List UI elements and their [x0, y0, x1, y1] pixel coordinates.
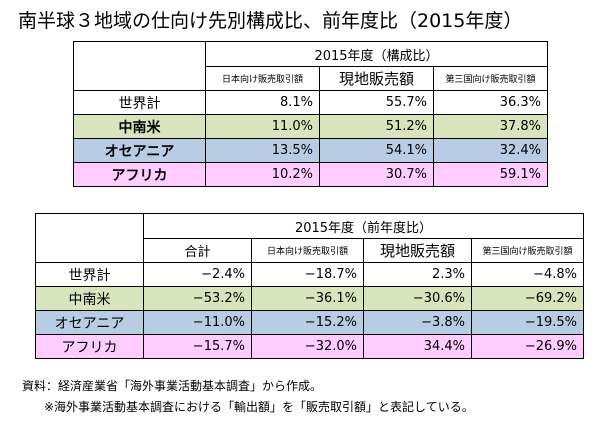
table-cell: −11.0% — [143, 310, 252, 335]
corner-cell — [73, 41, 206, 91]
table-cell: 8.1% — [205, 90, 320, 115]
row-label: 世界計 — [35, 262, 144, 287]
table-cell: 55.7% — [319, 90, 434, 115]
table-cell: −18.7% — [251, 262, 364, 287]
table-cell: 51.2% — [319, 114, 434, 139]
table-cell: −53.2% — [143, 286, 252, 311]
row-label: アフリカ — [73, 162, 206, 187]
table-cell: 11.0% — [205, 114, 320, 139]
table-cell: −69.2% — [470, 286, 585, 311]
group-header: 2015年度（構成比） — [204, 41, 549, 67]
column-header: 日本向け販売取引額 — [251, 238, 364, 263]
row-label: オセアニア — [73, 138, 206, 163]
table-cell: 10.2% — [205, 162, 320, 187]
group-header: 2015年度（前年度比） — [142, 213, 585, 239]
table-cell: −30.6% — [363, 286, 472, 311]
table-cell: 36.3% — [432, 90, 549, 115]
row-label: オセアニア — [35, 310, 144, 335]
composition-table: 2015年度（構成比） 日本向け販売取引額 現地販売額 第三国向け販売取引額 世… — [73, 41, 549, 187]
table-cell: −4.8% — [470, 262, 585, 287]
table-cell: 32.4% — [432, 138, 549, 163]
table-cell: 59.1% — [432, 162, 549, 187]
table-cell: 37.8% — [432, 114, 549, 139]
yoy-table: 2015年度（前年度比） 合計 日本向け販売取引額 現地販売額 第三国向け販売取… — [35, 213, 585, 359]
row-label: 中南米 — [73, 114, 206, 139]
table-cell: −32.0% — [251, 334, 364, 359]
table-cell: 30.7% — [319, 162, 434, 187]
table-cell: 13.5% — [205, 138, 320, 163]
table-cell: −2.4% — [143, 262, 252, 287]
footnote: ※海外事業活動基本調査における「輸出額」を「販売取引額」と表記している。 — [44, 400, 474, 414]
table-cell: 2.3% — [363, 262, 472, 287]
source-note: 資料：経済産業省「海外事業活動基本調査」から作成。 — [22, 379, 323, 393]
column-header: 現地販売額 — [319, 66, 434, 91]
table-cell: 34.4% — [363, 334, 472, 359]
row-label: 世界計 — [73, 90, 206, 115]
column-header: 合計 — [143, 238, 252, 263]
column-header: 第三国向け販売取引額 — [470, 238, 585, 263]
table-cell: −19.5% — [470, 310, 585, 335]
table-cell: −26.9% — [470, 334, 585, 359]
table-cell: 54.1% — [319, 138, 434, 163]
row-label: アフリカ — [35, 334, 144, 359]
table-cell: −36.1% — [251, 286, 364, 311]
page-title: 南半球３地域の仕向け先別構成比、前年度比（2015年度） — [18, 10, 523, 32]
table-cell: −15.2% — [251, 310, 364, 335]
table-cell: −15.7% — [143, 334, 252, 359]
corner-cell — [35, 213, 144, 263]
column-header: 日本向け販売取引額 — [205, 66, 320, 91]
row-label: 中南米 — [35, 286, 144, 311]
table-cell: −3.8% — [363, 310, 472, 335]
column-header: 第三国向け販売取引額 — [432, 66, 549, 91]
column-header: 現地販売額 — [363, 238, 472, 263]
